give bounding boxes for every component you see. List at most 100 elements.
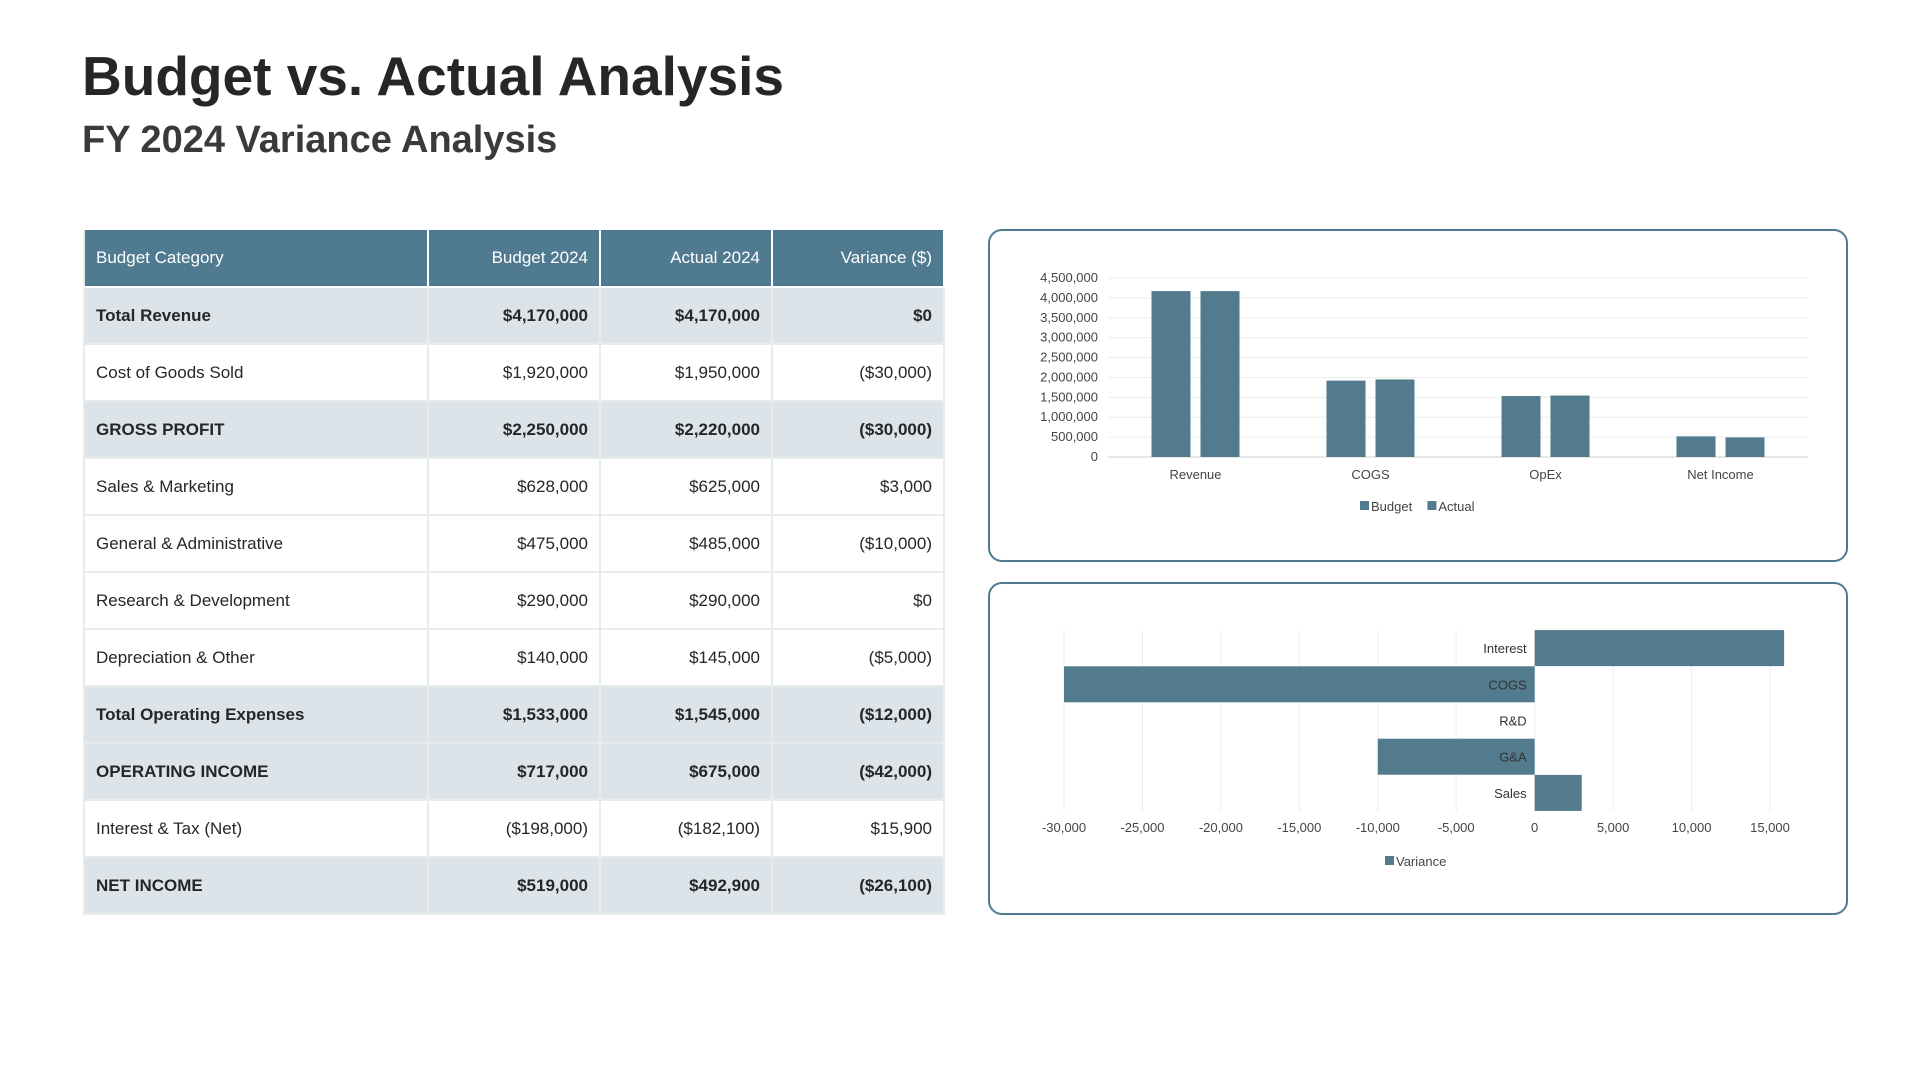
legend-swatch [1385, 856, 1394, 865]
bar-budget [1501, 396, 1541, 457]
row-budget: $475,000 [427, 514, 601, 573]
table-row: NET INCOME $519,000 $492,900 ($26,100) [83, 856, 945, 915]
row-variance: ($30,000) [771, 343, 945, 402]
row-category: GROSS PROFIT [83, 400, 429, 459]
x-tick-label: -10,000 [1356, 820, 1400, 835]
y-tick-label: 1,500,000 [1040, 389, 1098, 404]
row-variance: ($30,000) [771, 400, 945, 459]
y-tick-label: R&D [1499, 714, 1526, 729]
x-tick-label: -25,000 [1120, 820, 1164, 835]
table-row: GROSS PROFIT $2,250,000 $2,220,000 ($30,… [83, 400, 945, 459]
variance-bar-chart: -30,000 -25,000 -20,000 -15,000 -10,000 -5,00… [1042, 630, 1790, 869]
table-row: Cost of Goods Sold $1,920,000 $1,950,000… [83, 343, 945, 402]
row-variance: $15,900 [771, 799, 945, 858]
x-tick-label: -5,000 [1438, 820, 1475, 835]
x-tick-label: Revenue [1169, 467, 1221, 482]
y-tick-label: 3,500,000 [1040, 310, 1098, 325]
x-tick-label: -15,000 [1277, 820, 1321, 835]
row-variance: $0 [771, 286, 945, 345]
row-budget: $717,000 [427, 742, 601, 801]
y-tick-label: Sales [1494, 786, 1527, 801]
row-actual: $485,000 [599, 514, 773, 573]
budget-actual-chart-panel: 0 500,000 1,000,000 1,500,000 2,000,000 2,500… [988, 229, 1848, 562]
row-actual: $1,950,000 [599, 343, 773, 402]
row-actual: $675,000 [599, 742, 773, 801]
bar-budget [1326, 380, 1366, 457]
table-row: Total Revenue $4,170,000 $4,170,000 $0 [83, 286, 945, 345]
y-tick-label: 2,000,000 [1040, 369, 1098, 384]
bar-variance [1534, 630, 1785, 667]
row-category: Cost of Goods Sold [83, 343, 429, 402]
row-budget: $140,000 [427, 628, 601, 687]
variance-chart-panel: -30,000 -25,000 -20,000 -15,000 -10,000 -5,00… [988, 582, 1848, 915]
row-budget: $1,533,000 [427, 685, 601, 744]
row-variance: ($5,000) [771, 628, 945, 687]
row-actual: $625,000 [599, 457, 773, 516]
y-tick-label: 2,500,000 [1040, 350, 1098, 365]
bar-variance [1064, 666, 1535, 703]
row-category: Total Operating Expenses [83, 685, 429, 744]
bar-budget [1151, 291, 1191, 457]
bar-variance [1377, 738, 1535, 775]
column-header-variance: Variance ($) [771, 230, 945, 288]
x-tick-label: 5,000 [1597, 820, 1630, 835]
table-row: Depreciation & Other $140,000 $145,000 (… [83, 628, 945, 687]
x-tick-label: OpEx [1529, 467, 1562, 482]
page-title: Budget vs. Actual Analysis [82, 45, 784, 107]
legend-swatch [1360, 501, 1369, 510]
bar-actual [1550, 395, 1590, 457]
x-tick-label: COGS [1351, 467, 1390, 482]
row-budget: $4,170,000 [427, 286, 601, 345]
row-category: Sales & Marketing [83, 457, 429, 516]
row-category: General & Administrative [83, 514, 429, 573]
table-row: Research & Development $290,000 $290,000… [83, 571, 945, 630]
row-variance: ($26,100) [771, 856, 945, 915]
bar-variance [1534, 774, 1582, 811]
x-tick-label: -20,000 [1199, 820, 1243, 835]
column-header-category: Budget Category [83, 230, 429, 288]
row-category: Total Revenue [83, 286, 429, 345]
row-budget: $2,250,000 [427, 400, 601, 459]
table-row: Sales & Marketing $628,000 $625,000 $3,0… [83, 457, 945, 516]
bar-actual [1725, 437, 1765, 457]
y-tick-label: 3,000,000 [1040, 330, 1098, 345]
legend-label: Budget [1371, 499, 1413, 514]
x-tick-label: Net Income [1687, 467, 1753, 482]
y-tick-label: G&A [1499, 750, 1527, 765]
row-category: Interest & Tax (Net) [83, 799, 429, 858]
row-variance: ($42,000) [771, 742, 945, 801]
row-category: NET INCOME [83, 856, 429, 915]
column-header-budget: Budget 2024 [427, 230, 601, 288]
row-variance: ($12,000) [771, 685, 945, 744]
legend-label: Actual [1438, 499, 1474, 514]
y-tick-label: 1,000,000 [1040, 409, 1098, 424]
row-budget: $290,000 [427, 571, 601, 630]
row-actual: ($182,100) [599, 799, 773, 858]
legend-label: Variance [1396, 854, 1446, 869]
y-tick-label: 4,000,000 [1040, 290, 1098, 305]
row-actual: $2,220,000 [599, 400, 773, 459]
y-tick-label: 500,000 [1051, 429, 1098, 444]
y-tick-label: 0 [1091, 449, 1098, 464]
x-tick-label: 15,000 [1750, 820, 1790, 835]
page-subtitle: FY 2024 Variance Analysis [82, 119, 558, 161]
bar-budget [1676, 436, 1716, 457]
row-category: Research & Development [83, 571, 429, 630]
row-budget: ($198,000) [427, 799, 601, 858]
row-actual: $145,000 [599, 628, 773, 687]
bar-actual [1200, 291, 1240, 457]
table-row: General & Administrative $475,000 $485,0… [83, 514, 945, 573]
column-header-actual: Actual 2024 [599, 230, 773, 288]
table-row: OPERATING INCOME $717,000 $675,000 ($42,… [83, 742, 945, 801]
x-tick-label: 10,000 [1672, 820, 1712, 835]
row-budget: $628,000 [427, 457, 601, 516]
budget-table: Budget Category Budget 2024 Actual 2024 … [83, 230, 945, 915]
row-actual: $290,000 [599, 571, 773, 630]
table-row: Total Operating Expenses $1,533,000 $1,5… [83, 685, 945, 744]
row-category: OPERATING INCOME [83, 742, 429, 801]
row-variance: ($10,000) [771, 514, 945, 573]
row-category: Depreciation & Other [83, 628, 429, 687]
row-budget: $1,920,000 [427, 343, 601, 402]
row-actual: $492,900 [599, 856, 773, 915]
x-tick-label: -30,000 [1042, 820, 1086, 835]
